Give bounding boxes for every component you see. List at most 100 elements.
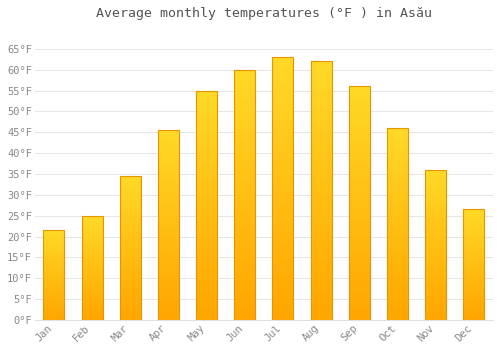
Bar [272,84,293,89]
Bar [310,268,332,273]
Bar [82,270,102,272]
Bar [44,277,64,279]
Bar [349,119,370,124]
Bar [234,145,256,150]
Bar [272,204,293,210]
Bar [310,92,332,98]
Bar [196,155,217,159]
Bar [387,140,408,144]
Bar [464,251,484,254]
Bar [82,318,102,320]
Bar [234,250,256,255]
Bar [44,316,64,318]
Bar [349,180,370,184]
Bar [196,91,217,95]
Bar [387,174,408,178]
Bar [158,282,179,286]
Bar [464,285,484,287]
Bar [196,178,217,182]
Bar [426,242,446,245]
Bar [44,288,64,289]
Bar [234,305,256,310]
Bar [272,131,293,136]
Bar [234,230,256,235]
Bar [158,221,179,225]
Bar [426,173,446,176]
Bar [120,211,141,214]
Bar [426,227,446,230]
Bar [234,85,256,90]
Bar [44,256,64,257]
Bar [426,248,446,251]
Bar [120,303,141,306]
Bar [349,240,370,245]
Bar [158,138,179,142]
Bar [234,205,256,210]
Bar [120,285,141,288]
Bar [426,188,446,191]
Bar [196,91,217,320]
Bar [387,144,408,147]
Bar [196,311,217,315]
Bar [44,275,64,277]
Bar [82,253,102,255]
Bar [158,233,179,237]
Bar [120,182,141,185]
Bar [387,259,408,262]
Bar [387,247,408,251]
Bar [387,301,408,304]
Bar [158,240,179,244]
Bar [426,251,446,254]
Bar [310,77,332,82]
Bar [82,234,102,237]
Bar [426,221,446,224]
Bar [272,288,293,294]
Bar [82,303,102,305]
Bar [272,194,293,199]
Bar [82,251,102,253]
Bar [272,63,293,68]
Bar [464,212,484,214]
Bar [426,218,446,221]
Bar [426,236,446,239]
Bar [272,157,293,162]
Bar [387,182,408,186]
Bar [349,100,370,105]
Bar [349,273,370,278]
Bar [196,293,217,297]
Bar [464,265,484,267]
Bar [196,113,217,118]
Bar [387,304,408,308]
Bar [272,283,293,288]
Bar [158,289,179,293]
Bar [272,178,293,183]
Bar [426,293,446,296]
Bar [120,274,141,277]
Bar [310,237,332,243]
Bar [426,170,446,173]
Bar [426,254,446,257]
Bar [120,245,141,248]
Bar [120,176,141,179]
Bar [349,142,370,147]
Bar [426,230,446,233]
Bar [387,251,408,255]
Bar [310,222,332,227]
Bar [82,276,102,278]
Bar [44,280,64,282]
Bar [44,302,64,304]
Bar [234,170,256,175]
Bar [464,262,484,265]
Bar [426,200,446,203]
Bar [426,269,446,272]
Bar [272,199,293,204]
Bar [120,219,141,222]
Bar [82,247,102,249]
Bar [464,274,484,276]
Bar [196,104,217,109]
Bar [426,215,446,218]
Bar [387,170,408,174]
Bar [44,234,64,236]
Bar [464,216,484,218]
Bar [82,245,102,247]
